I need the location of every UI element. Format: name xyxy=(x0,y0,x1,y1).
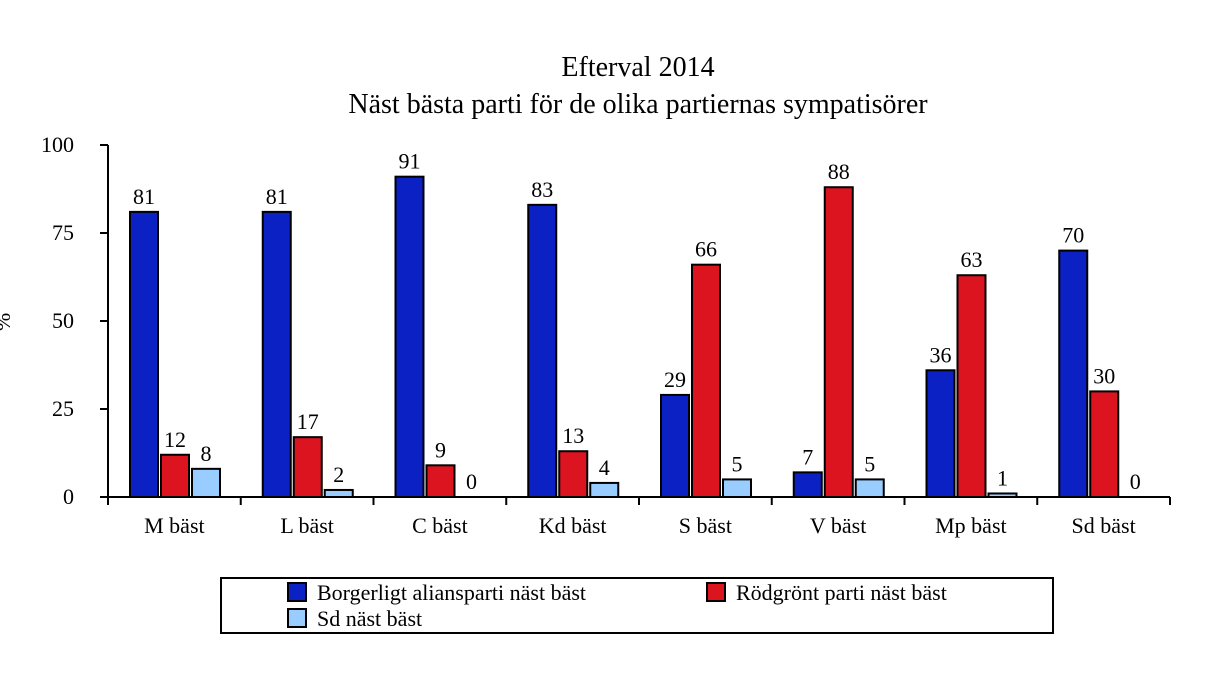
legend-label-series-2: Rödgrönt parti näst bäst xyxy=(736,580,947,605)
data-label: 29 xyxy=(664,367,686,392)
bar-s-b-st-series-2 xyxy=(691,263,721,498)
legend-label-series-3: Sd näst bäst xyxy=(317,606,422,631)
legend-swatch-series-3 xyxy=(287,608,307,628)
y-tick-label: 75 xyxy=(52,220,74,245)
x-category-label: Sd bäst xyxy=(1072,513,1136,538)
bars-group xyxy=(129,175,1120,499)
y-tick-label: 0 xyxy=(63,484,74,509)
legend-label-series-1: Borgerligt aliansparti näst bäst xyxy=(317,580,586,605)
data-label: 9 xyxy=(435,437,446,462)
bar-kd-b-st-series-1 xyxy=(527,203,558,498)
data-label: 1 xyxy=(997,465,1008,490)
bar-m-b-st-series-2 xyxy=(160,453,190,499)
data-label: 36 xyxy=(930,342,952,367)
y-axis-label: % xyxy=(0,313,15,331)
bar-m-b-st-series-1 xyxy=(129,210,159,498)
data-label: 0 xyxy=(1130,469,1141,494)
bar-kd-b-st-series-2 xyxy=(558,450,589,498)
y-tick-label: 50 xyxy=(52,308,74,333)
data-label: 5 xyxy=(732,451,743,476)
bar-mp-b-st-series-1 xyxy=(925,369,956,498)
x-category-label: M bäst xyxy=(144,513,205,538)
bar-l-b-st-series-1 xyxy=(261,210,292,498)
data-label: 83 xyxy=(531,177,553,202)
bar-sd-b-st-series-1 xyxy=(1058,249,1089,498)
bar-s-b-st-series-3 xyxy=(722,478,752,498)
data-label: 2 xyxy=(333,462,344,487)
x-category-label: V bäst xyxy=(810,513,866,538)
bar-l-b-st-series-3 xyxy=(323,488,354,498)
bar-v-b-st-series-2 xyxy=(823,186,854,499)
data-label: 70 xyxy=(1062,223,1084,248)
data-label: 0 xyxy=(466,469,477,494)
legend-swatch-series-2 xyxy=(706,582,726,602)
bar-kd-b-st-series-3 xyxy=(589,481,620,499)
data-label: 81 xyxy=(266,184,288,209)
data-label: 91 xyxy=(399,149,421,174)
bar-s-b-st-series-1 xyxy=(660,393,690,499)
bar-v-b-st-series-1 xyxy=(792,471,823,498)
bar-sd-b-st-series-2 xyxy=(1089,390,1120,498)
data-label: 8 xyxy=(201,441,212,466)
data-labels-group: 81 81 91 83 29 7 36 70 12 17 9 13 66 88 63 30 8 2 0 4 5 5 1 0 xyxy=(133,149,1141,494)
x-category-label: S bäst xyxy=(679,513,732,538)
data-label: 5 xyxy=(864,451,875,476)
data-label: 63 xyxy=(961,247,983,272)
bar-m-b-st-series-3 xyxy=(191,467,221,498)
bar-v-b-st-series-3 xyxy=(854,478,885,498)
legend: Borgerligt aliansparti näst bäst Rödgrönt… xyxy=(220,577,1054,634)
data-label: 81 xyxy=(133,184,155,209)
x-category-label: Mp bäst xyxy=(935,513,1007,538)
data-label: 4 xyxy=(599,455,610,480)
chart-subtitle: Näst bästa parti för de olika partiernas… xyxy=(348,89,928,120)
bar-c-b-st-series-1 xyxy=(394,175,425,498)
y-tick-label: 100 xyxy=(41,132,74,157)
data-label: 17 xyxy=(297,409,319,434)
chart-title: Efterval 2014 xyxy=(561,52,714,83)
data-label: 66 xyxy=(695,237,717,262)
data-label: 13 xyxy=(562,423,584,448)
x-category-label: L bäst xyxy=(280,513,334,538)
x-category-label: Kd bäst xyxy=(539,513,607,538)
bar-mp-b-st-series-2 xyxy=(956,274,987,498)
y-tick-label: 25 xyxy=(52,396,74,421)
data-label: 88 xyxy=(828,159,850,184)
data-label: 7 xyxy=(802,444,813,469)
data-label: 30 xyxy=(1093,363,1115,388)
x-category-label: C bäst xyxy=(412,513,468,538)
bar-l-b-st-series-2 xyxy=(292,436,323,499)
bar-c-b-st-series-2 xyxy=(425,464,456,499)
legend-box xyxy=(220,577,1054,634)
legend-swatch-series-1 xyxy=(287,582,307,602)
data-label: 12 xyxy=(164,427,186,452)
